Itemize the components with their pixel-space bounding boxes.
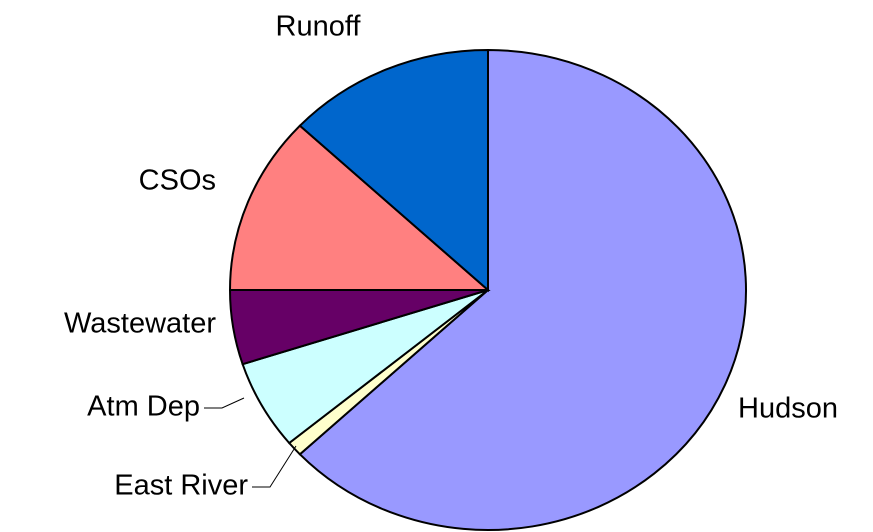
slice-label: Runoff: [276, 11, 362, 43]
leader-line: [252, 445, 297, 488]
slice-label: CSOs: [139, 165, 216, 197]
slice-label: Hudson: [738, 393, 838, 425]
pie-slice: [298, 48, 489, 293]
slice-label: Wastewater: [64, 308, 216, 340]
pie-slice: [298, 48, 747, 531]
pie-slice: [228, 124, 491, 291]
slice-label: East River: [114, 470, 248, 502]
slice-label: Atm Dep: [87, 391, 200, 423]
leader-line: [204, 397, 245, 409]
